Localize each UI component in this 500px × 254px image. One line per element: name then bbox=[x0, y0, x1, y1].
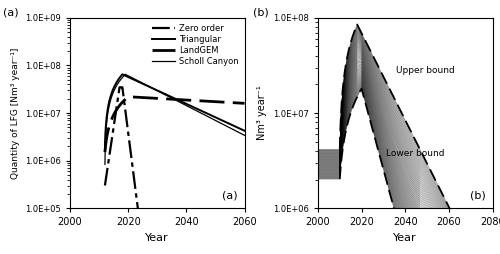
Line: Zero order: Zero order bbox=[105, 87, 144, 254]
Line: Scholl Canyon: Scholl Canyon bbox=[105, 74, 244, 164]
Zero order bbox=[124, 125, 130, 129]
Scholl Canyon bbox=[121, 74, 127, 77]
LandGEM bbox=[166, 98, 172, 101]
Scholl Canyon bbox=[122, 73, 128, 76]
Scholl Canyon bbox=[117, 78, 123, 82]
Y-axis label: Quantity of LFG [Nm³ year⁻¹]: Quantity of LFG [Nm³ year⁻¹] bbox=[10, 47, 20, 179]
Triangular bbox=[242, 129, 248, 132]
Triangular bbox=[166, 94, 172, 97]
Triangular bbox=[121, 74, 127, 77]
Triangular bbox=[220, 119, 226, 122]
Zero order bbox=[125, 128, 131, 131]
Y-axis label: Nm³ year⁻¹: Nm³ year⁻¹ bbox=[258, 86, 268, 140]
Line: Triangular: Triangular bbox=[105, 74, 244, 146]
Line: LandGEM: LandGEM bbox=[105, 97, 244, 152]
Triangular bbox=[117, 75, 123, 78]
Triangular bbox=[112, 82, 118, 85]
Zero order bbox=[116, 86, 122, 89]
Scholl Canyon bbox=[112, 86, 118, 89]
LandGEM bbox=[220, 101, 226, 104]
Scholl Canyon bbox=[102, 163, 108, 166]
LandGEM bbox=[112, 109, 118, 113]
LandGEM bbox=[106, 126, 112, 129]
Text: Upper bound: Upper bound bbox=[396, 66, 455, 75]
Text: Lower bound: Lower bound bbox=[386, 149, 444, 157]
Zero order bbox=[110, 129, 116, 132]
Scholl Canyon bbox=[242, 134, 248, 137]
Text: (a): (a) bbox=[2, 8, 18, 18]
LandGEM bbox=[102, 151, 108, 154]
Text: (a): (a) bbox=[222, 191, 238, 201]
X-axis label: Year: Year bbox=[146, 233, 169, 243]
Text: (b): (b) bbox=[252, 8, 268, 18]
X-axis label: Year: Year bbox=[394, 233, 417, 243]
Zero order bbox=[129, 162, 135, 165]
Zero order bbox=[122, 105, 128, 108]
LandGEM bbox=[242, 102, 248, 105]
Legend: Zero order, Triangular, LandGEM, Scholl Canyon: Zero order, Triangular, LandGEM, Scholl … bbox=[150, 22, 240, 68]
LandGEM bbox=[121, 99, 127, 102]
Scholl Canyon bbox=[220, 123, 226, 126]
Zero order bbox=[102, 184, 108, 187]
Zero order bbox=[137, 224, 143, 227]
Triangular bbox=[120, 73, 126, 76]
Text: (b): (b) bbox=[470, 191, 486, 201]
Triangular bbox=[106, 102, 112, 105]
LandGEM bbox=[117, 103, 123, 106]
Triangular bbox=[102, 144, 108, 147]
LandGEM bbox=[125, 95, 131, 98]
Scholl Canyon bbox=[106, 106, 112, 109]
Scholl Canyon bbox=[166, 95, 172, 98]
